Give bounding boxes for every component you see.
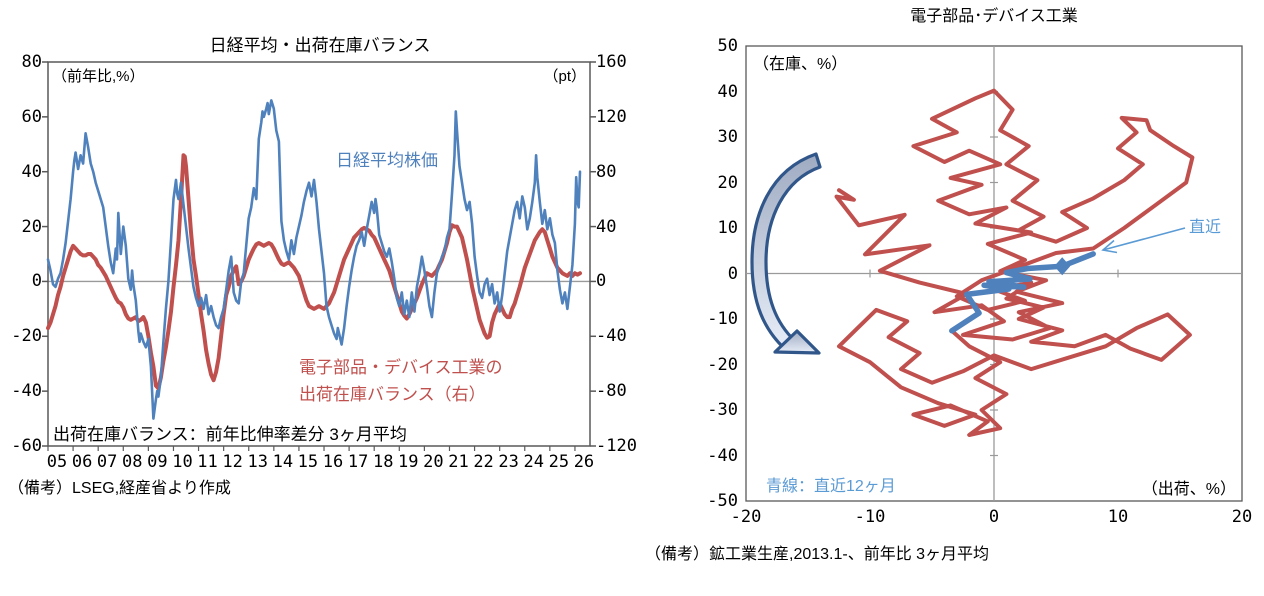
right-chart-y-tick-label: -20 [707,354,738,375]
recent-point-label: 直近 [1189,219,1222,236]
x-axis-year-label: 10 [172,452,193,472]
x-axis-year-label: 09 [147,452,168,472]
x-axis-year-label: 25 [548,452,570,472]
left-axis-tick-label: 20 [21,216,42,237]
shipment-axis-label: （出荷、%） [1141,481,1236,498]
x-axis-year-label: 22 [473,452,494,472]
right-chart-y-tick-label: 0 [727,263,738,284]
shipment-inventory-trajectory-line [834,88,1195,437]
x-axis-year-label: 20 [423,452,444,472]
nikkei-series-label: 日経平均株価 [336,151,438,170]
rotation-direction-arrow-body [750,152,822,352]
recent-annotation-arrow-head [1101,239,1118,254]
x-axis-year-label: 12 [222,452,243,472]
right-axis-tick-label: 0 [596,271,607,292]
right-axis-tick-label: -40 [596,326,627,347]
right-chart-y-tick-label: 30 [717,127,738,147]
left-axis-tick-label: -60 [11,436,42,456]
right-chart-y-tick-label: 40 [717,81,738,102]
left-axis-tick-label: 80 [21,52,42,72]
blue-line-legend-note: 青線：直近12ヶ月 [766,478,896,495]
balance-series-label-line1: 電子部品・デバイス工業の [299,358,503,377]
x-axis-year-label: 26 [573,452,595,472]
right-chart-y-tick-label: -10 [707,309,738,329]
recent-point-diamond-marker [1054,257,1071,276]
right-chart-y-tick-label: -30 [707,400,738,420]
x-axis-year-label: 18 [372,452,394,472]
x-axis-year-label: 11 [197,452,218,472]
right-chart-y-tick-label: 20 [717,172,738,193]
left-axis-tick-label: 40 [21,161,42,182]
right-chart-x-tick-label: 10 [1107,507,1129,527]
right-chart-y-tick-label: -40 [707,445,738,466]
right-chart-y-tick-label: 10 [717,218,738,238]
x-axis-year-label: 19 [398,452,419,472]
right-chart-x-tick-label: 0 [988,507,1000,527]
right-chart-source-note: （備考）鉱工業生産,2013.1-、前年比 3ヶ月平均 [645,546,990,563]
inventory-axis-label: （在庫、%） [753,56,848,73]
right-chart-x-tick-label: -20 [730,507,762,527]
x-axis-year-label: 05 [46,452,68,472]
right-axis-tick-label: -80 [596,381,627,402]
left-axis-unit-label: （前年比,%） [52,68,145,85]
balance-series-label: 電子部品・デバイス工業の 出荷在庫バランス（右） [299,354,503,408]
right-axis-tick-label: 80 [596,161,617,182]
x-axis-year-label: 23 [498,452,519,472]
balance-series-label-line2: 出荷在庫バランス（右） [299,385,486,404]
right-axis-tick-label: 40 [596,216,617,237]
nikkei-average-line [46,99,582,420]
x-axis-year-label: 24 [523,452,544,472]
right-axis-tick-label: 160 [596,52,627,72]
x-axis-year-label: 16 [322,452,344,472]
left-axis-tick-label: -20 [11,326,42,347]
x-axis-year-label: 17 [347,452,369,472]
right-chart-x-tick-label: 20 [1231,507,1253,527]
x-axis-year-label: 06 [71,452,93,472]
right-chart-y-tick-label: 50 [717,36,738,56]
x-axis-year-label: 14 [272,452,294,472]
x-axis-year-label: 15 [297,452,319,472]
left-chart-definition-note: 出荷在庫バランス：前年比伸率差分 3ヶ月平均 [53,425,407,444]
left-chart-plot-border [47,61,591,447]
right-axis-unit-label: （pt） [543,68,586,85]
left-chart-source-note: （備考）LSEG,経産省より作成 [8,480,231,497]
right-chart-y-tick-label: -50 [707,491,738,511]
left-axis-tick-label: 0 [31,271,42,292]
right-chart-x-tick-label: -10 [854,507,886,527]
right-chart-title: 電子部品･デバイス工業 [910,8,1078,25]
recent-12-months-line [949,251,1096,334]
x-axis-year-label: 13 [247,452,268,472]
rotation-direction-arrow-head [773,329,821,355]
left-axis-tick-label: -40 [11,381,42,402]
shipment-inventory-balance-line [46,153,582,391]
x-axis-year-label: 07 [96,452,118,472]
x-axis-year-label: 21 [448,452,469,472]
right-axis-tick-label: -120 [596,436,637,456]
right-axis-tick-label: 120 [596,106,627,127]
left-chart-title: 日経平均・出荷在庫バランス [209,36,431,55]
left-axis-tick-label: 60 [21,106,42,127]
recent-annotation-arrow-line [1102,227,1186,251]
x-axis-year-label: 08 [122,452,143,472]
